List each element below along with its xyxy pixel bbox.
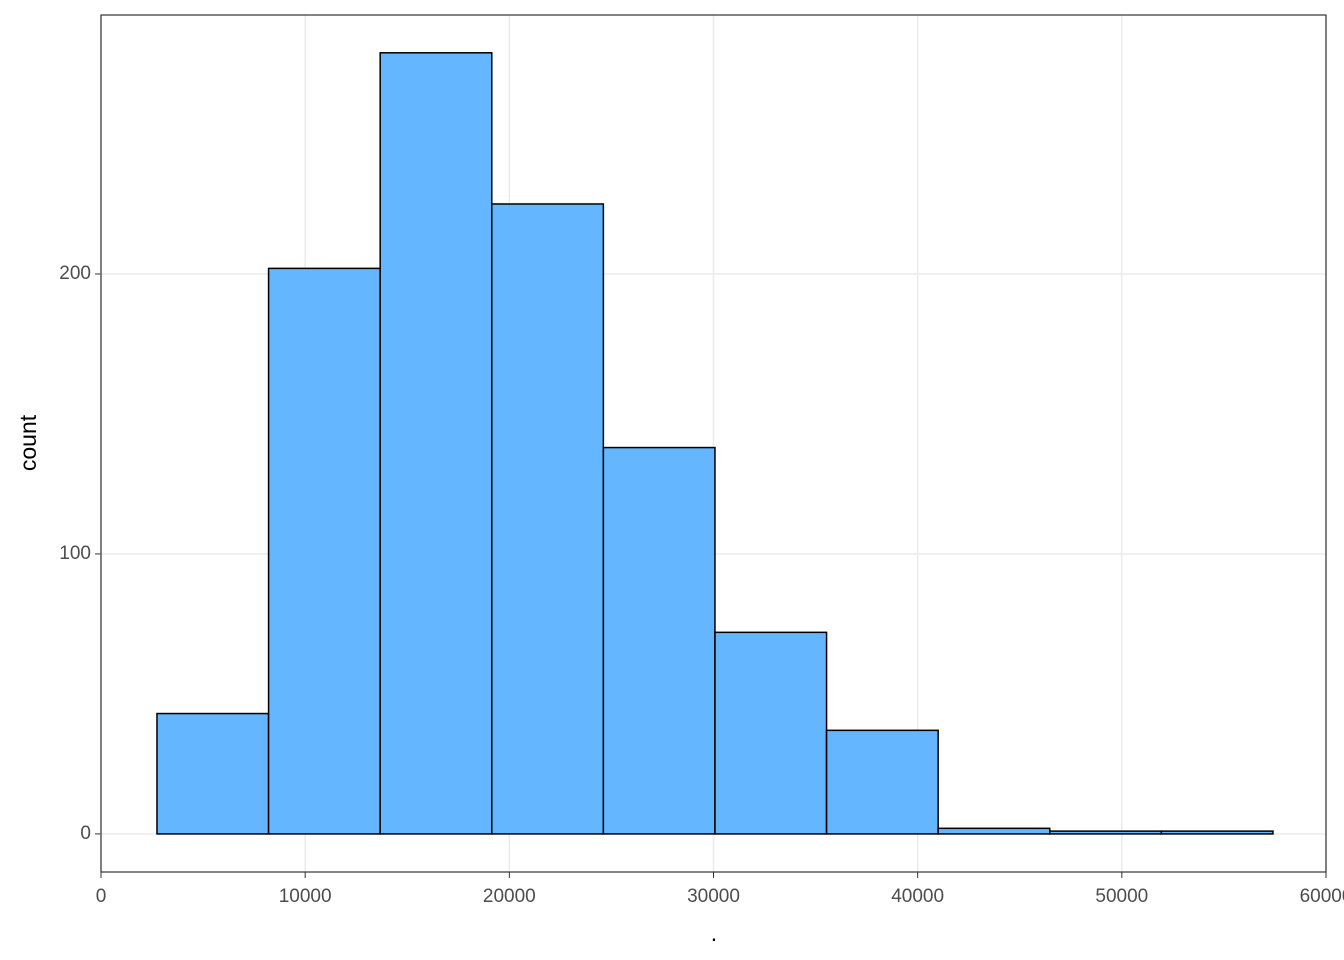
bar bbox=[714, 631, 828, 835]
bar bbox=[1049, 830, 1163, 835]
bar bbox=[267, 267, 381, 835]
y-axis-title: count bbox=[15, 414, 41, 471]
bar bbox=[156, 712, 270, 835]
x-tick-label: 10000 bbox=[279, 886, 332, 907]
bar bbox=[825, 729, 939, 835]
x-tick-label: 30000 bbox=[687, 886, 740, 907]
bar bbox=[602, 446, 716, 835]
x-tick-label: 20000 bbox=[483, 886, 536, 907]
x-tick-label: 40000 bbox=[891, 886, 944, 907]
panel-border bbox=[100, 14, 1327, 873]
x-axis-title: . bbox=[711, 920, 717, 946]
bar bbox=[1160, 830, 1274, 835]
x-tick-label: 0 bbox=[96, 886, 107, 907]
y-tick-label: 200 bbox=[59, 263, 91, 284]
x-tick-label: 50000 bbox=[1095, 886, 1148, 907]
bar bbox=[491, 203, 605, 835]
y-tick-label: 0 bbox=[80, 823, 91, 844]
bar bbox=[937, 827, 1051, 835]
bar bbox=[379, 52, 493, 835]
x-tick-label: 60000 bbox=[1300, 886, 1344, 907]
y-tick-label: 100 bbox=[59, 543, 91, 564]
